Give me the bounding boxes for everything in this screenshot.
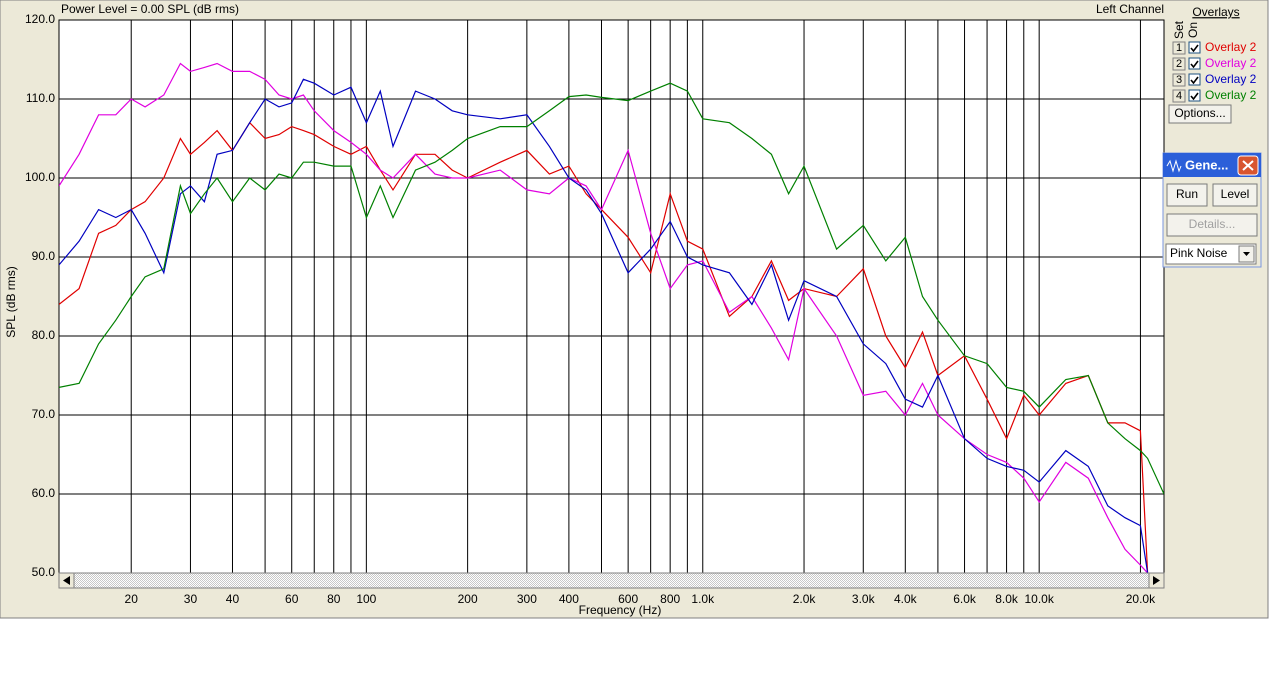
x-tick-label: 20.0k [1126,592,1156,606]
level-button-label: Level [1221,187,1250,201]
overlay-checkbox[interactable] [1188,41,1201,54]
generator-icon [1166,159,1182,173]
x-tick-label: 1.0k [691,592,715,606]
level-button[interactable] [1212,183,1258,207]
run-button[interactable] [1166,183,1208,207]
channel-label: Left Channel [1096,2,1164,16]
on-label: On [1186,22,1200,38]
set-number-box[interactable] [1172,89,1186,103]
options-button[interactable] [1168,104,1232,124]
x-tick-label: 3.0k [852,592,876,606]
legend-label: Overlay 2 [1205,56,1257,70]
x-tick-label: 8.0k [995,592,1019,606]
dropdown-arrow [1243,252,1250,256]
set-label: Set [1172,20,1186,39]
set-number-box[interactable] [1172,73,1186,87]
x-tick-label: 400 [559,592,579,606]
y-tick-label: 60.0 [32,486,56,500]
y-tick-label: 110.0 [26,91,55,105]
y-tick-label: 50.0 [32,565,56,579]
set-number: 2 [1176,58,1182,70]
signal-dropdown[interactable] [1165,243,1257,265]
x-tick-label: 30 [184,592,198,606]
options-button-label: Options... [1174,106,1225,120]
generator-title: Gene... [1185,157,1228,172]
y-tick-label: 70.0 [32,407,56,421]
x-tick-label: 200 [458,592,478,606]
arrow-icon [1153,576,1160,585]
close-icon [1242,160,1254,171]
plot-area [58,19,1165,574]
legend-label: Overlay 2 [1205,88,1257,102]
x-tick-label: 100 [356,592,376,606]
series-line [59,121,1149,573]
check-mark [1190,76,1199,85]
x-tick-label: 80 [327,592,341,606]
x-tick-label: 800 [660,592,680,606]
x-tick-label: 2.0k [793,592,817,606]
arrow-icon [63,576,70,585]
scrollbar[interactable] [58,572,1165,589]
x-tick-label: 20 [125,592,139,606]
x-tick-label: 10.0k [1024,592,1054,606]
x-tick-label: 300 [517,592,537,606]
y-tick-label: 120.0 [25,12,55,26]
series-line [59,78,1149,573]
legend-label: Overlay 2 [1205,72,1257,86]
set-number: 4 [1176,90,1182,102]
x-tick-label: 6.0k [953,592,977,606]
check-mark [1190,44,1199,53]
details-button-label: Details... [1189,217,1236,231]
series-line [59,82,1164,495]
set-number-box[interactable] [1172,57,1186,71]
y-tick-label: 100.0 [25,170,55,184]
signal-dropdown-value: Pink Noise [1170,246,1228,260]
x-tick-label: 60 [285,592,299,606]
check-mark [1190,60,1199,69]
y-axis-label: SPL (dB rms) [4,266,18,338]
check-mark [1190,92,1199,101]
y-tick-label: 80.0 [32,328,56,342]
run-button-label: Run [1176,187,1198,201]
details-button[interactable] [1166,213,1258,237]
set-number: 1 [1176,42,1182,54]
overlay-checkbox[interactable] [1188,89,1201,102]
overlay-checkbox[interactable] [1188,57,1201,70]
x-axis-label: Frequency (Hz) [579,603,662,617]
set-number-box[interactable] [1172,41,1186,55]
set-number: 3 [1176,74,1182,86]
x-tick-label: 600 [618,592,638,606]
chart-title: Power Level = 0.00 SPL (dB rms) [61,2,239,16]
x-tick-label: 40 [226,592,240,606]
overlays-label[interactable]: Overlays [1192,5,1239,19]
overlay-checkbox[interactable] [1188,73,1201,86]
y-tick-label: 90.0 [32,249,56,263]
legend-label: Overlay 2 [1205,40,1257,54]
x-tick-label: 4.0k [894,592,918,606]
